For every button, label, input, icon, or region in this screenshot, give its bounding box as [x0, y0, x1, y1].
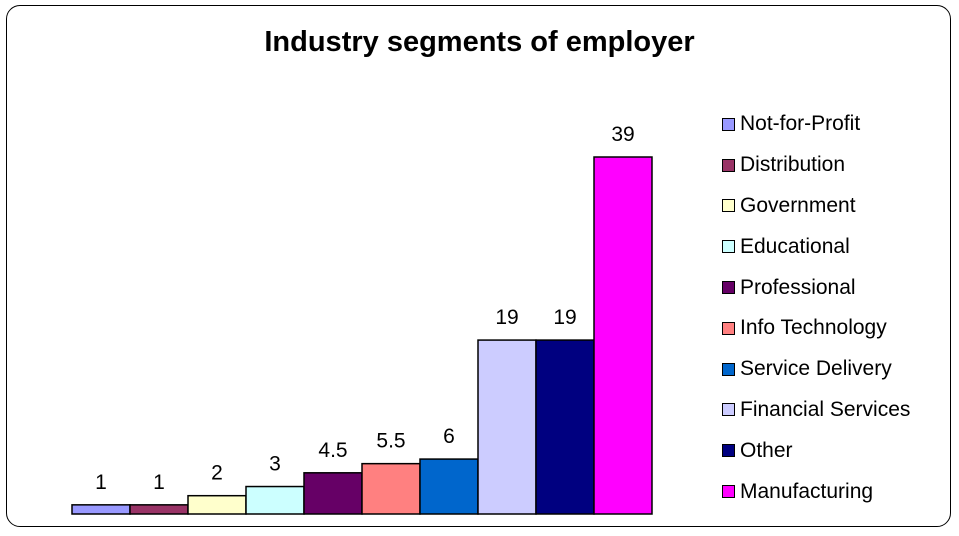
bar-other — [535, 339, 595, 515]
legend-swatch — [722, 281, 735, 295]
legend-swatch — [722, 117, 735, 131]
data-label: 3 — [269, 453, 281, 476]
legend-swatch — [722, 403, 735, 417]
data-label: 19 — [495, 306, 518, 329]
data-label: 19 — [553, 306, 576, 329]
bar-not-for-profit — [71, 504, 131, 515]
legend-label: Distribution — [740, 153, 846, 177]
legend-item: Government — [722, 186, 954, 227]
bar-service-delivery — [419, 458, 479, 515]
legend-item: Professional — [722, 267, 954, 308]
legend-label: Manufacturing — [740, 479, 874, 503]
legend-swatch — [722, 444, 735, 458]
data-label: 39 — [611, 123, 634, 146]
bar-professional — [303, 472, 363, 515]
bar-info-technology — [361, 462, 421, 515]
legend-swatch — [722, 485, 735, 499]
legend-swatch — [722, 240, 735, 254]
legend-label: Financial Services — [740, 397, 911, 421]
legend: Not-for-Profit Distribution Government Educ… — [722, 104, 954, 512]
bar-manufacturing — [593, 156, 653, 515]
bar-educational — [245, 485, 305, 515]
legend-item: Not-for-Profit — [722, 104, 954, 145]
legend-label: Info Technology — [740, 316, 887, 340]
data-labels-layer: 1 1 2 3 4.5 5.5 6 19 19 39 — [95, 123, 635, 494]
legend-item: Educational — [722, 226, 954, 267]
legend-swatch — [722, 199, 735, 213]
bars-layer — [71, 156, 653, 515]
legend-label: Service Delivery — [740, 357, 892, 381]
legend-item: Manufacturing — [722, 471, 954, 512]
legend-swatch — [722, 362, 735, 376]
data-label: 6 — [443, 425, 455, 448]
legend-label: Other — [740, 438, 793, 462]
legend-swatch — [722, 321, 735, 335]
legend-label: Not-for-Profit — [740, 112, 861, 136]
legend-swatch — [722, 158, 735, 172]
bar-distribution — [129, 504, 189, 515]
bar-government — [187, 494, 247, 515]
legend-item: Financial Services — [722, 390, 954, 431]
data-label: 1 — [95, 471, 107, 494]
data-label: 5.5 — [376, 430, 405, 453]
legend-label: Professional — [740, 275, 856, 299]
legend-item: Other — [722, 430, 954, 471]
legend-label: Educational — [740, 234, 850, 258]
data-label: 2 — [211, 462, 223, 485]
bar-financial-services — [477, 339, 537, 515]
legend-item: Distribution — [722, 145, 954, 186]
data-label: 4.5 — [318, 439, 347, 462]
legend-item: Service Delivery — [722, 349, 954, 390]
data-label: 1 — [153, 471, 165, 494]
chart-title: Industry segments of employer — [264, 26, 695, 58]
legend-item: Info Technology — [722, 308, 954, 349]
legend-label: Government — [740, 193, 856, 217]
